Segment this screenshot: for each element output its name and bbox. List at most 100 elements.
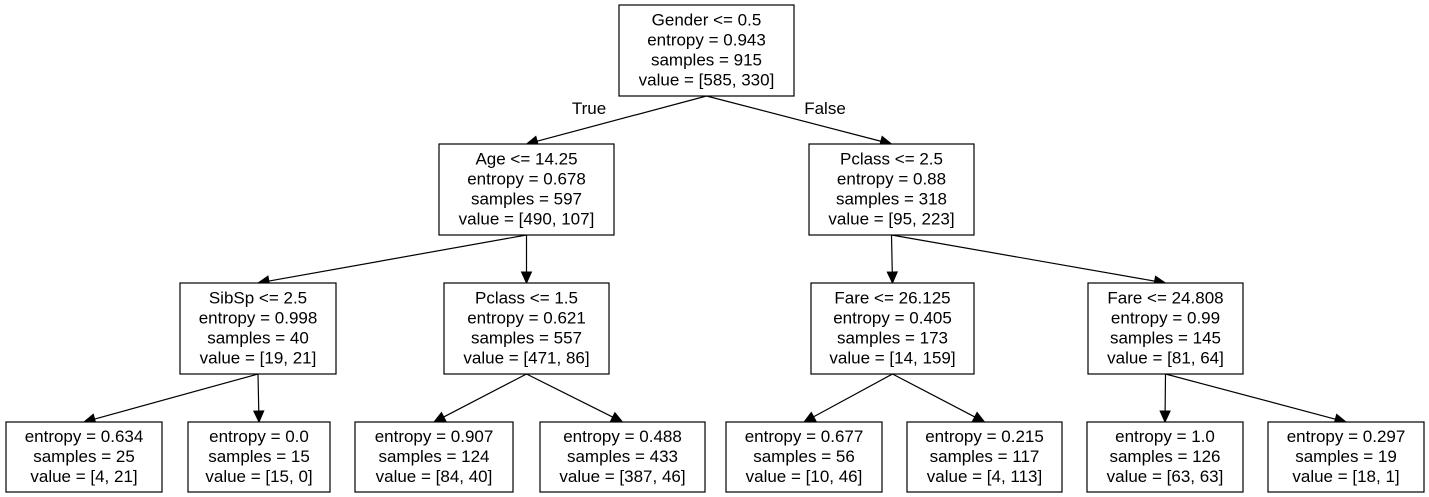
node-box — [539, 421, 706, 493]
tree-edge-n6-n14 — [1165, 373, 1348, 425]
node-line: Fare <= 24.808 — [1107, 289, 1223, 308]
node-line: samples = 19 — [1295, 447, 1397, 466]
node-box — [179, 282, 337, 375]
tree-edge-n1-n3 — [256, 234, 527, 287]
tree-edge-n0-n1: True — [525, 95, 707, 147]
node-line: value = [15, 0] — [205, 467, 312, 486]
node-line: value = [471, 86] — [463, 349, 589, 368]
node-line: entropy = 0.405 — [833, 309, 952, 328]
node-line: samples = 25 — [33, 447, 135, 466]
node-line: entropy = 0.0 — [209, 427, 309, 446]
edge-label-false: False — [804, 99, 846, 118]
node-line: entropy = 0.99 — [1111, 309, 1220, 328]
edge-line — [268, 234, 527, 282]
node-line: value = [95, 223] — [828, 210, 954, 229]
tree-edge-n1-n4 — [520, 235, 533, 285]
node-line: entropy = 1.0 — [1115, 427, 1215, 446]
node-line: samples = 124 — [378, 447, 489, 466]
node-line: value = [18, 1] — [1292, 467, 1399, 486]
arrowhead-icon — [886, 271, 899, 285]
node-line: value = [10, 46] — [746, 467, 863, 486]
node-line: value = [4, 21] — [30, 467, 137, 486]
node-box — [808, 143, 975, 236]
tree-edge-n2-n6 — [891, 234, 1167, 287]
edge-line — [526, 373, 613, 418]
node-line: entropy = 0.297 — [1287, 427, 1406, 446]
node-box — [438, 143, 615, 236]
node-box — [354, 421, 514, 493]
node-line: value = [84, 40] — [376, 467, 493, 486]
node-line: samples = 433 — [567, 447, 678, 466]
tree-edge-n0-n2: False — [706, 95, 893, 147]
node-line: samples = 915 — [651, 51, 762, 70]
node-line: entropy = 0.488 — [563, 427, 682, 446]
node-box — [810, 282, 975, 375]
tree-edge-n4-n10 — [526, 373, 624, 423]
node-box — [5, 421, 163, 493]
node-line: samples = 117 — [930, 447, 1040, 466]
node-box — [618, 4, 795, 97]
node-box — [725, 421, 883, 493]
node-line: Fare <= 26.125 — [834, 289, 950, 308]
tree-edge-n3-n8 — [252, 373, 265, 424]
node-line: samples = 40 — [207, 329, 309, 348]
node-line: entropy = 0.677 — [745, 427, 864, 446]
node-line: value = [585, 330] — [639, 71, 775, 90]
node-line: samples = 318 — [836, 190, 947, 209]
node-box — [443, 282, 610, 375]
arrowhead-icon — [1159, 410, 1171, 424]
node-box — [187, 421, 331, 493]
edges-layer: True False — [82, 95, 1348, 425]
node-line: entropy = 0.634 — [25, 427, 144, 446]
node-line: entropy = 0.678 — [467, 170, 586, 189]
node-line: value = [14, 159] — [829, 349, 955, 368]
tree-edge-n5-n11 — [802, 373, 893, 423]
node-line: samples = 15 — [208, 447, 310, 466]
node-line: samples = 557 — [471, 329, 582, 348]
tree-edge-n4-n9 — [432, 373, 527, 423]
node-line: Pclass <= 1.5 — [475, 289, 578, 308]
arrowhead-icon — [520, 271, 533, 285]
node-line: value = [19, 21] — [200, 349, 317, 368]
node-line: value = [490, 107] — [459, 210, 595, 229]
node-line: Age <= 14.25 — [475, 150, 577, 169]
node-line: samples = 145 — [1110, 329, 1221, 348]
node-line: entropy = 0.907 — [375, 427, 494, 446]
tree-edge-n2-n5 — [886, 234, 899, 285]
edge-line — [890, 234, 893, 273]
node-line: Pclass <= 2.5 — [840, 150, 943, 169]
node-box — [1086, 421, 1244, 493]
node-box — [906, 421, 1063, 493]
node-line: SibSp <= 2.5 — [209, 289, 307, 308]
node-line: entropy = 0.88 — [837, 170, 946, 189]
edge-line — [443, 373, 527, 418]
edge-line — [257, 373, 260, 412]
tree-edge-n6-n13 — [1159, 373, 1171, 424]
node-box — [1087, 282, 1244, 375]
edge-line — [1165, 373, 1336, 420]
node-line: samples = 126 — [1109, 447, 1220, 466]
node-line: Gender <= 0.5 — [652, 11, 762, 30]
edge-line — [891, 234, 1155, 282]
arrowhead-icon — [252, 410, 265, 424]
node-line: samples = 597 — [471, 190, 582, 209]
node-line: entropy = 0.621 — [467, 309, 586, 328]
tree-edge-n3-n7 — [82, 373, 259, 425]
node-line: value = [63, 63] — [1107, 467, 1224, 486]
edge-line — [892, 373, 976, 418]
node-line: value = [81, 64] — [1107, 349, 1224, 368]
arrowhead-icon — [609, 411, 624, 423]
edge-line — [706, 95, 882, 142]
